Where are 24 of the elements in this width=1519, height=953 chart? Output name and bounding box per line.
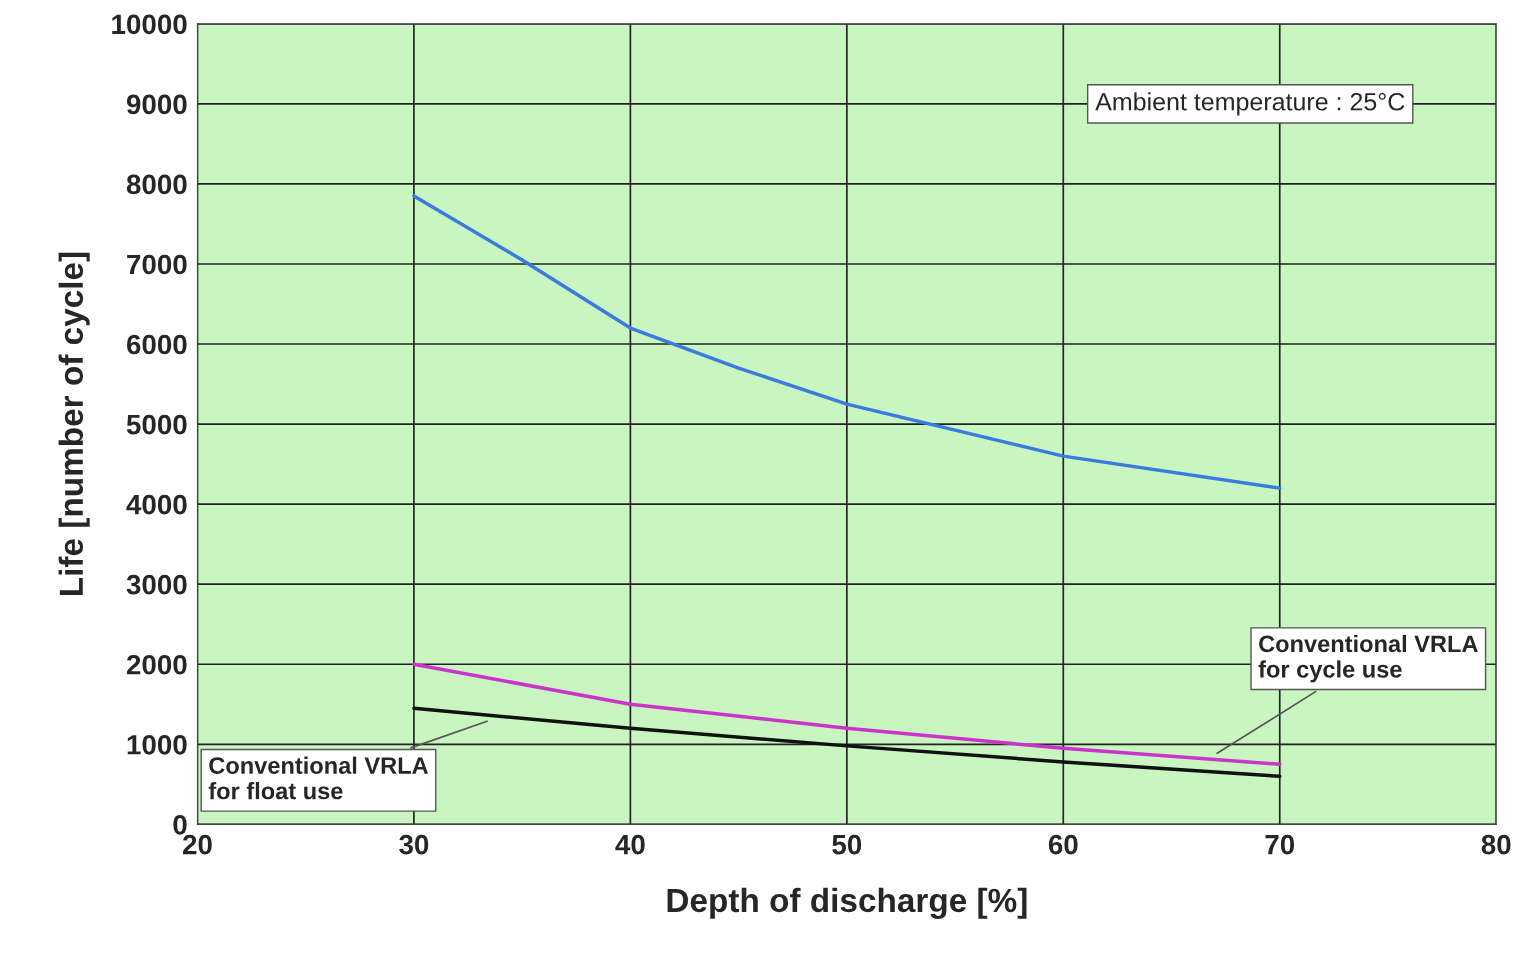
y-tick-label: 9000	[126, 94, 187, 115]
x-tick-label: 20	[182, 834, 212, 855]
x-tick-label: 30	[399, 834, 429, 855]
y-tick-label: 2000	[126, 654, 187, 675]
x-tick-label: 40	[615, 834, 645, 855]
x-tick-label: 60	[1048, 834, 1078, 855]
x-tick-label: 80	[1481, 834, 1511, 855]
x-tick-label: 50	[832, 834, 862, 855]
y-axis-title: Life [number of cycle]	[58, 252, 90, 596]
annotation: Conventional VRLA for float use	[208, 756, 429, 800]
y-tick-label: 10000	[112, 14, 187, 35]
y-tick-label: 5000	[126, 414, 187, 435]
y-tick-label: 6000	[126, 334, 187, 355]
y-tick-label: 7000	[127, 254, 187, 275]
y-tick-label: 0	[173, 815, 187, 835]
annotation: Ambient temperature : 25°C	[1095, 92, 1405, 116]
y-tick-label: 4000	[126, 494, 187, 515]
y-tick-label: 8000	[126, 174, 187, 195]
annotation: Conventional VRLA for cycle use	[1258, 634, 1478, 683]
y-tick-label: 1000	[127, 734, 187, 755]
x-axis-title: Depth of discharge [%]	[667, 887, 1027, 919]
line-series	[412, 194, 1282, 490]
x-tick-label: 70	[1265, 834, 1295, 855]
y-tick-label: 3000	[126, 574, 187, 595]
